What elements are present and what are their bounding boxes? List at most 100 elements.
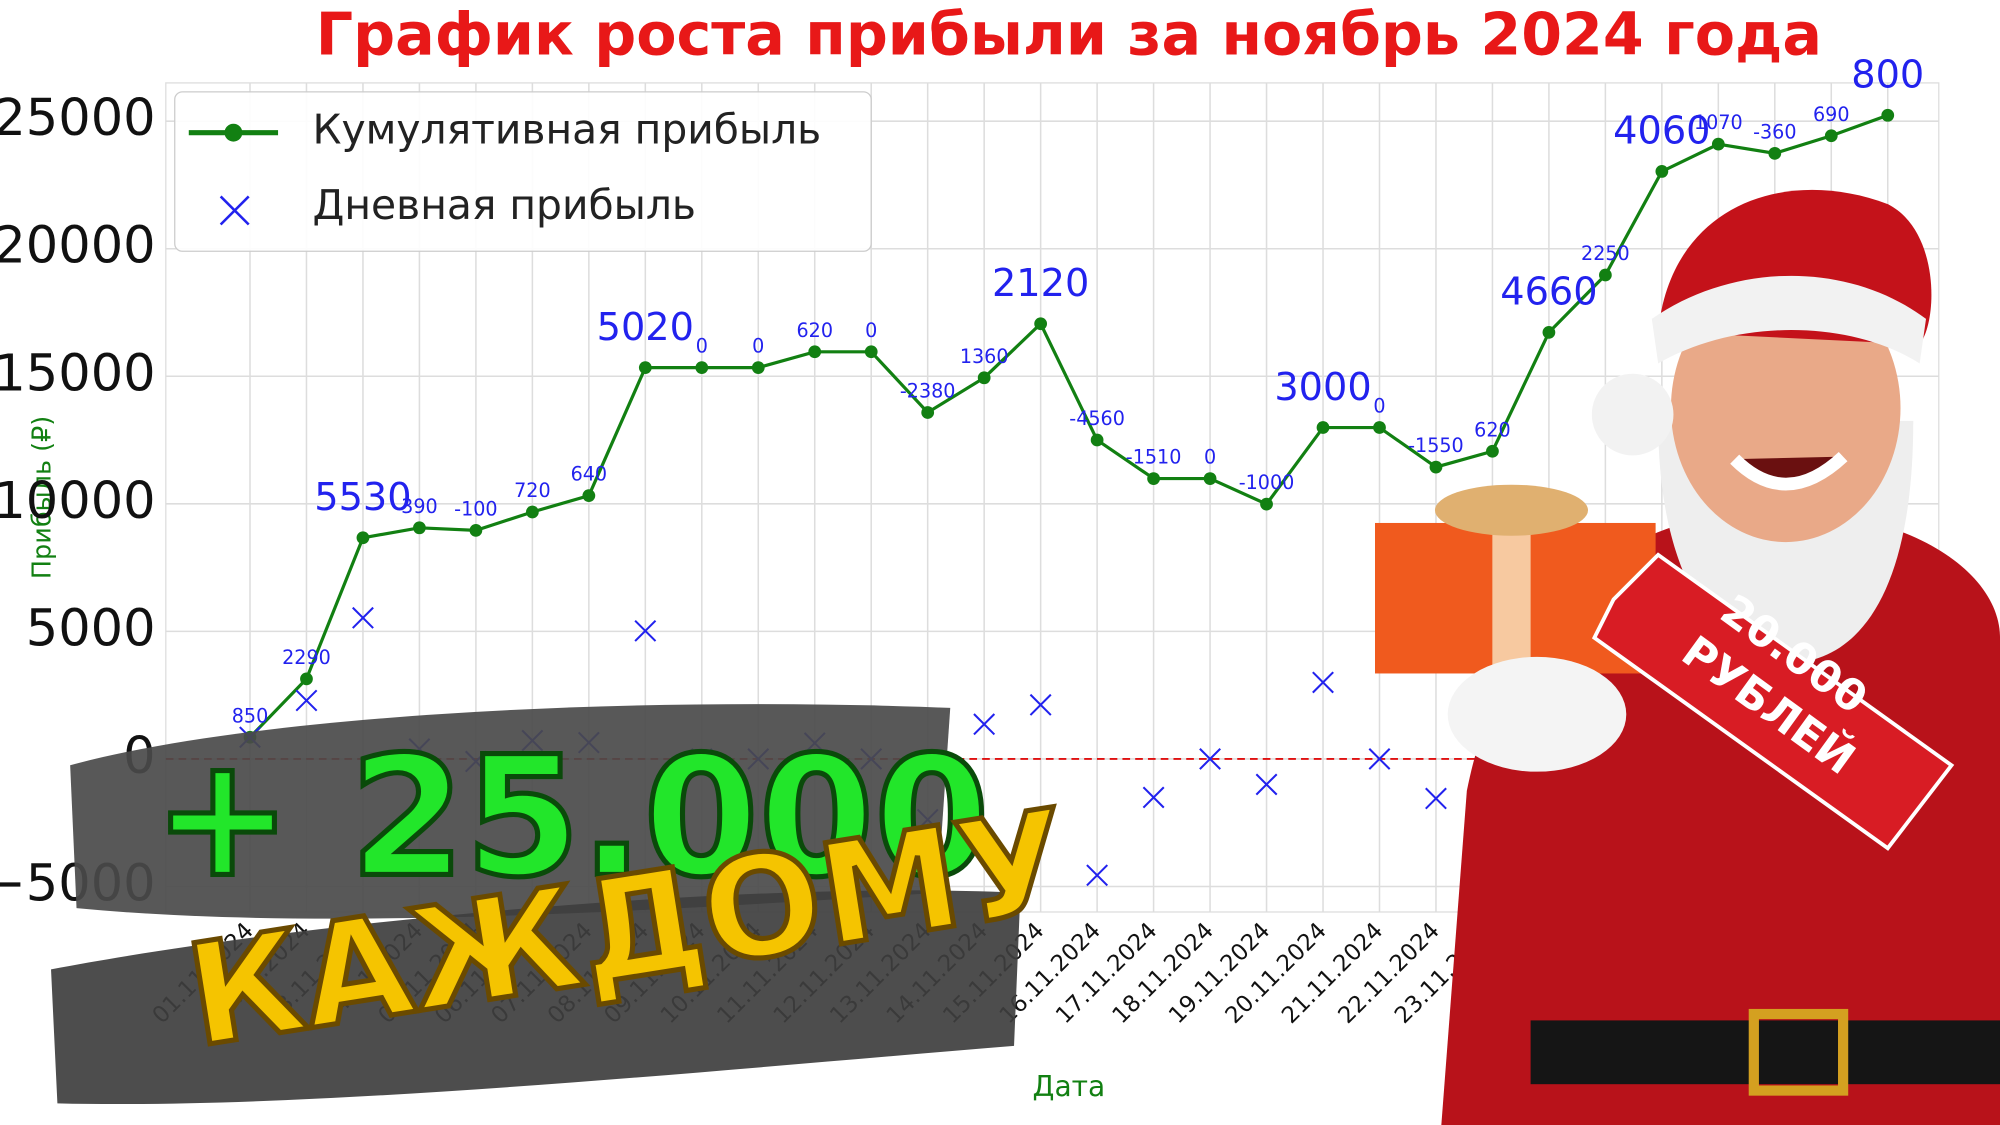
data-label: 0 xyxy=(1204,446,1216,469)
data-label: 390 xyxy=(401,495,438,518)
daily-marker xyxy=(973,713,996,736)
cumulative-point xyxy=(921,406,935,419)
brush-stroke xyxy=(70,704,951,919)
y-tick-label: 20000 xyxy=(0,217,156,276)
data-label: 2250 xyxy=(1581,242,1630,265)
cumulative-point xyxy=(1034,317,1048,331)
daily-marker xyxy=(1086,864,1109,887)
data-label: 1070 xyxy=(1694,111,1743,134)
x-axis-label: Дата xyxy=(1033,1070,1106,1103)
data-label: -360 xyxy=(1753,120,1796,143)
y-tick-label: 15000 xyxy=(0,344,156,403)
data-label: -1550 xyxy=(1408,434,1464,457)
cumulative-point xyxy=(413,521,426,535)
data-label: -4560 xyxy=(1069,407,1125,430)
santa-hat-trim xyxy=(1651,275,1927,364)
data-label: 5530 xyxy=(314,475,411,520)
cumulative-point xyxy=(525,505,539,519)
data-label: 850 xyxy=(232,704,269,727)
santa-pompom xyxy=(1591,373,1674,456)
data-label: -1000 xyxy=(1239,471,1295,494)
cumulative-point xyxy=(808,345,822,359)
cumulative-point xyxy=(695,361,709,374)
daily-marker xyxy=(634,619,657,642)
santa-buckle xyxy=(1748,1008,1849,1096)
cumulative-point xyxy=(751,361,765,374)
cumulative-point xyxy=(469,523,483,537)
legend-label: Кумулятивная прибыль xyxy=(313,106,822,154)
cumulative-point xyxy=(1768,146,1782,160)
cumulative-point xyxy=(1881,108,1895,122)
data-label: 620 xyxy=(1474,418,1511,441)
daily-marker xyxy=(1255,773,1278,796)
data-label: 640 xyxy=(571,463,608,486)
cumulative-point xyxy=(1373,421,1386,434)
daily-marker xyxy=(1368,748,1391,770)
data-label: -100 xyxy=(454,497,497,520)
daily-marker xyxy=(1029,693,1052,716)
santa-face xyxy=(1670,274,1901,543)
cumulative-point xyxy=(1655,165,1669,178)
y-tick-label: 10000 xyxy=(0,472,156,531)
cumulative-point xyxy=(1824,129,1838,143)
data-label: 3000 xyxy=(1274,365,1371,410)
data-label: 2120 xyxy=(992,261,1089,306)
gift-bow xyxy=(1434,484,1589,536)
daily-marker xyxy=(295,689,318,712)
data-label: 2290 xyxy=(282,646,331,669)
daily-marker xyxy=(1199,748,1221,770)
cumulative-point xyxy=(1316,421,1330,434)
legend-marker xyxy=(219,195,250,226)
data-label: 4060 xyxy=(1613,109,1710,154)
legend-box xyxy=(174,91,872,252)
daily-marker xyxy=(1142,786,1165,809)
cumulative-point xyxy=(1090,433,1104,447)
cumulative-point xyxy=(638,361,652,374)
y-tick-label: 5000 xyxy=(26,599,156,658)
cumulative-point xyxy=(1486,444,1499,458)
data-label: 4660 xyxy=(1500,270,1597,315)
data-label: 0 xyxy=(752,335,764,358)
santa-belt xyxy=(1530,1020,2000,1085)
data-label: -2380 xyxy=(900,380,956,403)
santa-smile xyxy=(1730,451,1848,491)
daily-marker xyxy=(1312,671,1334,694)
legend-point xyxy=(224,123,243,142)
cumulative-line xyxy=(248,113,1889,739)
brush-stroke xyxy=(51,890,1021,1105)
cumulative-point xyxy=(864,345,878,359)
data-label: 0 xyxy=(865,319,877,342)
cumulative-point xyxy=(582,489,596,503)
cumulative-point xyxy=(300,672,313,686)
cumulative-point xyxy=(1711,137,1725,151)
data-label: -1510 xyxy=(1126,446,1182,469)
chart-title: График роста прибыли за ноябрь 2024 года xyxy=(316,0,1822,68)
cumulative-point xyxy=(1203,472,1217,485)
headline: + 25.000 xyxy=(153,721,989,914)
data-label: 1360 xyxy=(960,345,1009,368)
data-label: 0 xyxy=(696,335,708,358)
data-label: 800 xyxy=(1851,53,1924,98)
daily-marker xyxy=(1425,787,1447,810)
gift-ribbon xyxy=(1492,522,1531,674)
legend-label: Дневная прибыль xyxy=(313,181,696,229)
data-label: 0 xyxy=(1373,395,1385,418)
cumulative-point xyxy=(1147,472,1160,485)
data-label: 720 xyxy=(514,479,551,502)
glove xyxy=(1447,656,1627,772)
cumulative-point xyxy=(977,371,991,385)
cumulative-point xyxy=(356,531,370,545)
price-tag xyxy=(1591,552,1955,851)
data-label: 620 xyxy=(796,319,833,342)
cumulative-point xyxy=(1542,326,1556,339)
y-axis-label: Прибыль (₽) xyxy=(27,416,57,579)
data-label: 690 xyxy=(1813,103,1850,126)
y-tick-label: 25000 xyxy=(0,89,156,148)
data-label: 5020 xyxy=(597,305,694,350)
daily-marker xyxy=(352,606,374,629)
cumulative-point xyxy=(1599,268,1612,282)
cumulative-point xyxy=(1429,460,1443,474)
